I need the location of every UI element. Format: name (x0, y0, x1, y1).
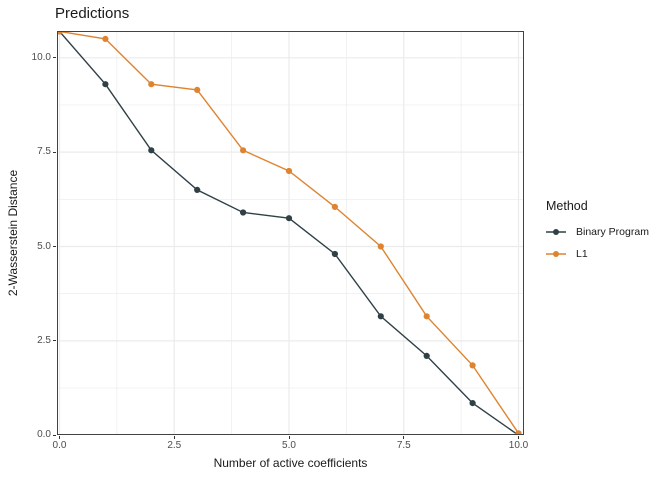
data-point (194, 86, 201, 93)
legend-title: Method (546, 199, 588, 213)
y-tick-mark (53, 340, 56, 342)
data-point (148, 81, 155, 88)
legend-item-label: Binary Program (576, 226, 649, 238)
x-tick-mark (59, 435, 60, 439)
x-tick-mark (173, 435, 175, 439)
y-tick-label: 2.5 (37, 334, 51, 346)
plot-title: Predictions (55, 5, 130, 22)
y-tick-label: 5.0 (37, 240, 51, 252)
data-point (102, 35, 109, 42)
legend-item: L1 (546, 243, 668, 265)
data-point (102, 81, 109, 88)
legend-key-point (553, 251, 559, 257)
x-tick-label: 10.0 (508, 439, 529, 451)
x-tick-mark (518, 435, 519, 439)
data-point (515, 430, 522, 435)
y-tick-label: 0.0 (37, 429, 51, 441)
data-point (285, 215, 293, 222)
x-tick-label: 5.0 (282, 439, 296, 451)
legend-key-icon (546, 251, 566, 257)
y-tick-mark (53, 151, 56, 153)
x-tick-label: 7.5 (396, 439, 411, 451)
legend-items: Binary Program L1 (546, 221, 668, 265)
data-point (423, 313, 430, 320)
legend-key-icon (546, 229, 566, 235)
data-point (240, 147, 247, 154)
legend-key-point (553, 229, 559, 235)
y-tick-label: 10.0 (31, 51, 51, 63)
data-point (148, 147, 155, 154)
gridlines-minor (57, 31, 524, 435)
panel-border (57, 31, 524, 435)
data-point (377, 243, 384, 250)
data-point (331, 250, 338, 258)
data-point (423, 352, 430, 359)
x-tick-mark (403, 435, 405, 439)
legend-item-label: L1 (576, 248, 588, 260)
x-axis-title: Number of active coefficients (213, 456, 368, 470)
y-tick-mark (53, 246, 56, 247)
legend: Method Binary Program L1 (546, 199, 668, 265)
y-tick-mark (53, 434, 56, 436)
data-point (285, 167, 293, 175)
data-point (469, 400, 476, 407)
x-tick-label: 2.5 (167, 439, 182, 451)
gridlines-major (57, 31, 524, 435)
y-axis-title: 2-Wasserstein Distance (6, 169, 20, 297)
data-point (331, 203, 338, 210)
y-tick-label: 7.5 (37, 146, 51, 158)
y-tick-mark (53, 57, 56, 59)
data-point (377, 313, 384, 320)
legend-item: Binary Program (546, 221, 668, 243)
data-point (194, 186, 201, 193)
data-point (240, 209, 247, 216)
plot-panel (57, 31, 524, 435)
x-tick-label: 0.0 (52, 439, 67, 451)
data-point (469, 362, 476, 369)
x-tick-mark (288, 435, 290, 439)
